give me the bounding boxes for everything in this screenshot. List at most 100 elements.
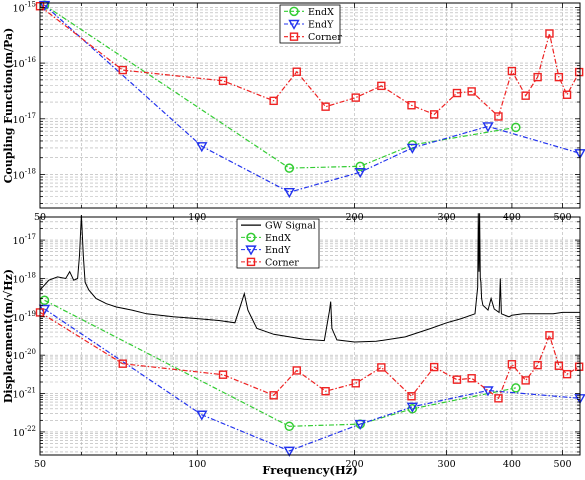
legend-marker xyxy=(289,6,299,17)
x-tick-label: 300 xyxy=(438,459,456,470)
data-point-corner xyxy=(521,376,530,385)
legend-marker xyxy=(288,19,300,30)
data-point-corner xyxy=(377,363,386,372)
y-axis-label: Coupling Function(m/Pa) xyxy=(2,28,15,184)
data-point-endy xyxy=(196,142,208,153)
data-point-corner xyxy=(452,375,462,384)
data-point-corner xyxy=(562,369,572,379)
data-point-corner xyxy=(269,96,278,106)
data-point-corner xyxy=(452,88,462,98)
data-point-corner xyxy=(467,87,476,96)
data-point-corner xyxy=(507,66,517,76)
data-point-corner xyxy=(321,102,330,111)
legend-marker xyxy=(245,245,257,256)
data-point-endy xyxy=(283,446,296,457)
x-tick-label: 100 xyxy=(188,459,206,470)
legend-label: Corner xyxy=(265,257,299,268)
y-tick-label: 10-16 xyxy=(13,56,37,70)
data-point-endx xyxy=(511,122,521,133)
legend-label: EndX xyxy=(265,233,291,244)
legend-item: EndX xyxy=(284,6,334,18)
data-point-corner xyxy=(292,67,301,76)
legend-item: EndX xyxy=(241,232,291,244)
data-point-corner xyxy=(429,362,439,372)
data-point-corner xyxy=(521,91,530,100)
data-point-endx xyxy=(355,161,365,172)
data-point-corner xyxy=(494,394,503,403)
series-line-endy xyxy=(44,308,581,452)
data-point-endy xyxy=(283,188,296,199)
data-point-endy xyxy=(406,143,419,154)
data-point-endy xyxy=(482,122,494,133)
legend-item: EndY xyxy=(241,245,291,256)
x-tick-label: 50 xyxy=(34,459,46,470)
data-point-corner xyxy=(292,366,301,375)
y-tick-label: 10-20 xyxy=(13,348,36,362)
data-point-corner xyxy=(554,361,564,370)
legend-item: EndY xyxy=(284,20,334,31)
data-point-endy xyxy=(38,0,51,12)
data-point-corner xyxy=(269,391,278,400)
data-point-corner xyxy=(407,392,416,401)
data-point-endy xyxy=(354,167,366,179)
series-line-corner xyxy=(39,311,580,400)
data-point-endy xyxy=(196,410,208,421)
legend-marker xyxy=(289,32,299,41)
legend-item: Corner xyxy=(284,32,342,43)
plot-frame xyxy=(39,216,581,456)
data-point-endy xyxy=(406,402,419,413)
legend-box xyxy=(236,218,320,269)
legend-label: EndY xyxy=(308,20,334,31)
legend-label: GW Signal xyxy=(265,221,316,232)
y-axis-label: Displacement(m/√Hz) xyxy=(2,269,15,403)
legend-label: EndX xyxy=(308,7,334,18)
data-point-corner xyxy=(545,331,554,340)
data-point-corner xyxy=(533,72,542,82)
figure-x-axis-label: Frequency(Hz) xyxy=(262,463,357,477)
data-point-corner xyxy=(494,112,503,121)
data-point-corner xyxy=(554,72,564,82)
y-tick-label: 10-18 xyxy=(13,271,36,285)
series-line-corner xyxy=(39,5,580,118)
ticks xyxy=(39,216,580,455)
data-point-corner xyxy=(351,379,360,388)
y-tick-label: 10-18 xyxy=(13,167,36,181)
data-point-endx xyxy=(511,383,521,393)
data-point-endx xyxy=(407,404,418,414)
data-point-corner xyxy=(545,29,554,38)
x-tick-label: 200 xyxy=(346,459,364,470)
legend-item: Corner xyxy=(241,257,299,268)
data-point-corner xyxy=(377,81,386,91)
data-point-corner xyxy=(407,101,416,110)
top-panel: 50 100 200 300 400 50010-1810-1710-1610-15Cou… xyxy=(2,0,585,223)
data-point-corner xyxy=(118,359,127,368)
data-point-corner xyxy=(429,110,439,119)
y-tick-label: 10-21 xyxy=(13,387,36,401)
y-tick-label: 10-15 xyxy=(13,0,36,14)
data-point-endy xyxy=(482,386,494,397)
series-line-endx xyxy=(44,4,516,169)
data-point-endy xyxy=(354,419,366,431)
y-tick-label: 10-17 xyxy=(13,112,36,126)
data-point-corner xyxy=(507,360,517,369)
y-tick-label: 10-17 xyxy=(13,233,36,247)
x-tick-label: 500 xyxy=(553,459,571,470)
data-point-corner xyxy=(218,76,228,86)
series-group xyxy=(35,213,585,457)
data-point-corner xyxy=(467,374,476,383)
legend-label: Corner xyxy=(308,32,342,43)
y-tick-label: 10-22 xyxy=(13,425,36,439)
data-point-corner xyxy=(533,360,542,370)
data-point-corner xyxy=(218,370,228,379)
data-point-endx xyxy=(284,163,295,173)
bottom-panel: 50 100 200 300 400 500 10-22 10-21 10-20 10-19 10-… xyxy=(2,213,585,470)
data-point-corner xyxy=(351,93,360,102)
plot-frame xyxy=(39,2,581,209)
data-point-endx xyxy=(39,295,50,306)
data-point-corner xyxy=(321,387,330,396)
legend-item: GW Signal xyxy=(241,221,316,232)
legend-label: EndY xyxy=(265,245,291,256)
data-point-corner xyxy=(118,65,127,75)
